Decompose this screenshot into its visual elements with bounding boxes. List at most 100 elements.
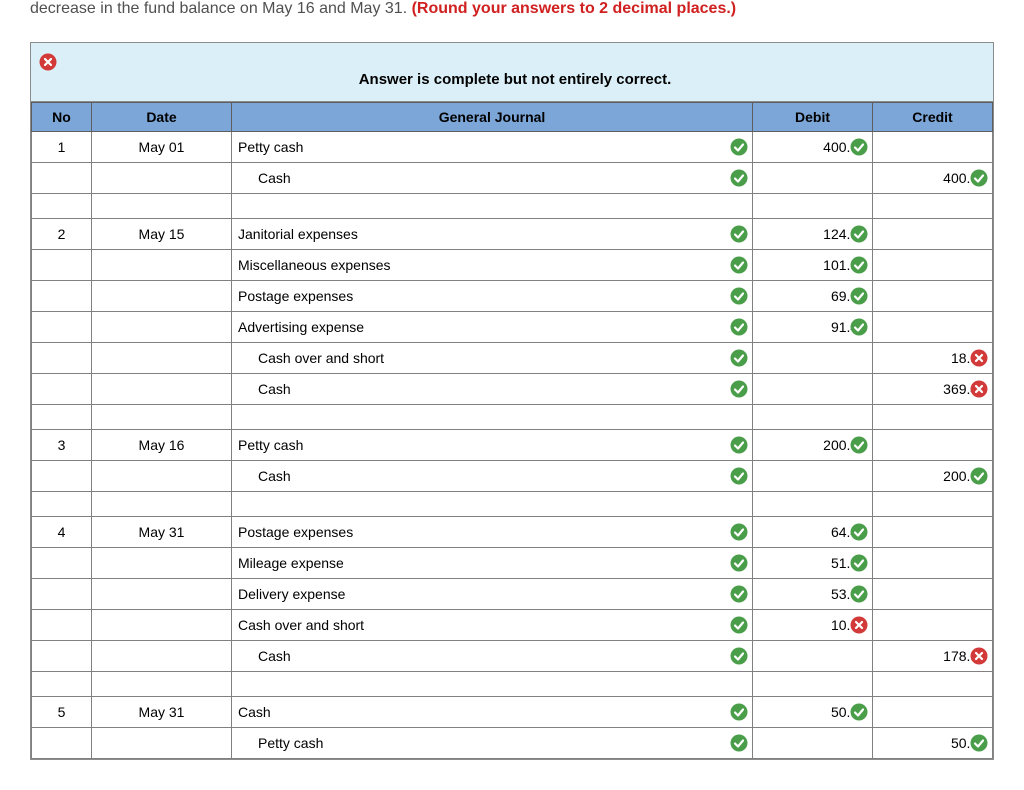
cell-debit[interactable]: 69.60: [753, 281, 873, 312]
cell-account[interactable]: Petty cash: [232, 728, 753, 759]
check-icon: [970, 734, 988, 752]
cell-debit[interactable]: 400.00: [753, 132, 873, 163]
cell-account[interactable]: Cash over and short: [232, 610, 753, 641]
check-icon: [730, 734, 748, 752]
cell-date: [92, 579, 232, 610]
cell-account-text: Janitorial expenses: [238, 226, 358, 242]
cell-credit[interactable]: [873, 610, 993, 641]
cell-no: [32, 312, 92, 343]
cell-credit[interactable]: [873, 579, 993, 610]
cell-debit[interactable]: 50.00: [753, 697, 873, 728]
check-icon: [850, 436, 868, 454]
cell-no: [32, 548, 92, 579]
cell-account-text: Mileage expense: [238, 555, 344, 571]
cell-account-text: Cash: [258, 468, 291, 484]
cell-account[interactable]: Cash: [232, 461, 753, 492]
cell-account[interactable]: Cash: [232, 697, 753, 728]
cell-credit[interactable]: [873, 281, 993, 312]
cell-account[interactable]: Postage expenses: [232, 281, 753, 312]
cell-date: [92, 610, 232, 641]
feedback-banner-text: Answer is complete but not entirely corr…: [359, 71, 672, 88]
check-icon: [730, 523, 748, 541]
cell-debit[interactable]: 53.00: [753, 579, 873, 610]
cell-debit[interactable]: 200.00: [753, 430, 873, 461]
table-row: Petty cash 50.00: [32, 728, 993, 759]
col-header-date: Date: [92, 103, 232, 132]
cell-credit[interactable]: 369.40: [873, 374, 993, 405]
cell-account-text: Cash over and short: [258, 350, 384, 366]
cell-credit[interactable]: 18.32: [873, 343, 993, 374]
check-icon: [730, 703, 748, 721]
cell-account[interactable]: Miscellaneous expenses: [232, 250, 753, 281]
check-icon: [850, 585, 868, 603]
cell-no: [32, 374, 92, 405]
cell-account[interactable]: Cash: [232, 374, 753, 405]
cell-date: [92, 312, 232, 343]
check-icon: [850, 287, 868, 305]
cell-credit[interactable]: [873, 697, 993, 728]
cross-icon: [850, 616, 868, 634]
cell-credit[interactable]: 178.81: [873, 641, 993, 672]
col-header-debit: Debit: [753, 103, 873, 132]
cell-debit[interactable]: 124.80: [753, 219, 873, 250]
cell-credit[interactable]: 400.00: [873, 163, 993, 194]
cell-debit[interactable]: 64.48: [753, 517, 873, 548]
cell-date: May 15: [92, 219, 232, 250]
table-row: 4May 31Postage expenses64.48: [32, 517, 993, 548]
cell-credit[interactable]: [873, 219, 993, 250]
cell-account[interactable]: Cash over and short: [232, 343, 753, 374]
cell-credit[interactable]: 200.00: [873, 461, 993, 492]
cell-debit[interactable]: 10.00: [753, 610, 873, 641]
cell-account[interactable]: Postage expenses: [232, 517, 753, 548]
cell-account[interactable]: Cash: [232, 163, 753, 194]
check-icon: [730, 380, 748, 398]
cell-debit[interactable]: [753, 163, 873, 194]
table-row: Postage expenses 69.60: [32, 281, 993, 312]
cell-credit[interactable]: [873, 517, 993, 548]
cell-date: [92, 250, 232, 281]
cell-credit[interactable]: [873, 430, 993, 461]
cell-debit[interactable]: [753, 641, 873, 672]
table-gap-row: [32, 405, 993, 430]
col-header-credit: Credit: [873, 103, 993, 132]
cell-account[interactable]: Mileage expense: [232, 548, 753, 579]
cell-account[interactable]: Delivery expense: [232, 579, 753, 610]
cell-debit[interactable]: 91.44: [753, 312, 873, 343]
cell-date: [92, 343, 232, 374]
cell-debit[interactable]: [753, 728, 873, 759]
cell-credit[interactable]: [873, 548, 993, 579]
cell-date: May 31: [92, 697, 232, 728]
cell-account-text: Cash: [258, 648, 291, 664]
check-icon: [850, 554, 868, 572]
cell-credit[interactable]: [873, 250, 993, 281]
cell-credit[interactable]: [873, 132, 993, 163]
cell-debit[interactable]: [753, 461, 873, 492]
table-row: 5May 31Cash50.00: [32, 697, 993, 728]
cell-date: [92, 374, 232, 405]
cell-account-text: Cash over and short: [238, 617, 364, 633]
cell-no: [32, 579, 92, 610]
cell-account[interactable]: Advertising expense: [232, 312, 753, 343]
cell-date: [92, 461, 232, 492]
cell-account-text: Postage expenses: [238, 288, 353, 304]
table-row: Cash 178.81: [32, 641, 993, 672]
cell-credit[interactable]: [873, 312, 993, 343]
cell-account-text: Petty cash: [258, 735, 323, 751]
cell-account[interactable]: Janitorial expenses: [232, 219, 753, 250]
cell-debit[interactable]: 101.88: [753, 250, 873, 281]
check-icon: [730, 318, 748, 336]
check-icon: [970, 467, 988, 485]
cell-credit[interactable]: 50.00: [873, 728, 993, 759]
cell-account[interactable]: Petty cash: [232, 132, 753, 163]
cell-debit[interactable]: [753, 343, 873, 374]
cell-no: [32, 461, 92, 492]
table-row: Advertising expense91.44: [32, 312, 993, 343]
cell-date: [92, 641, 232, 672]
check-icon: [850, 256, 868, 274]
cell-debit[interactable]: 51.33: [753, 548, 873, 579]
cell-account[interactable]: Cash: [232, 641, 753, 672]
cell-account-text: Cash: [238, 704, 271, 720]
check-icon: [730, 225, 748, 243]
cell-account[interactable]: Petty cash: [232, 430, 753, 461]
cell-debit[interactable]: [753, 374, 873, 405]
